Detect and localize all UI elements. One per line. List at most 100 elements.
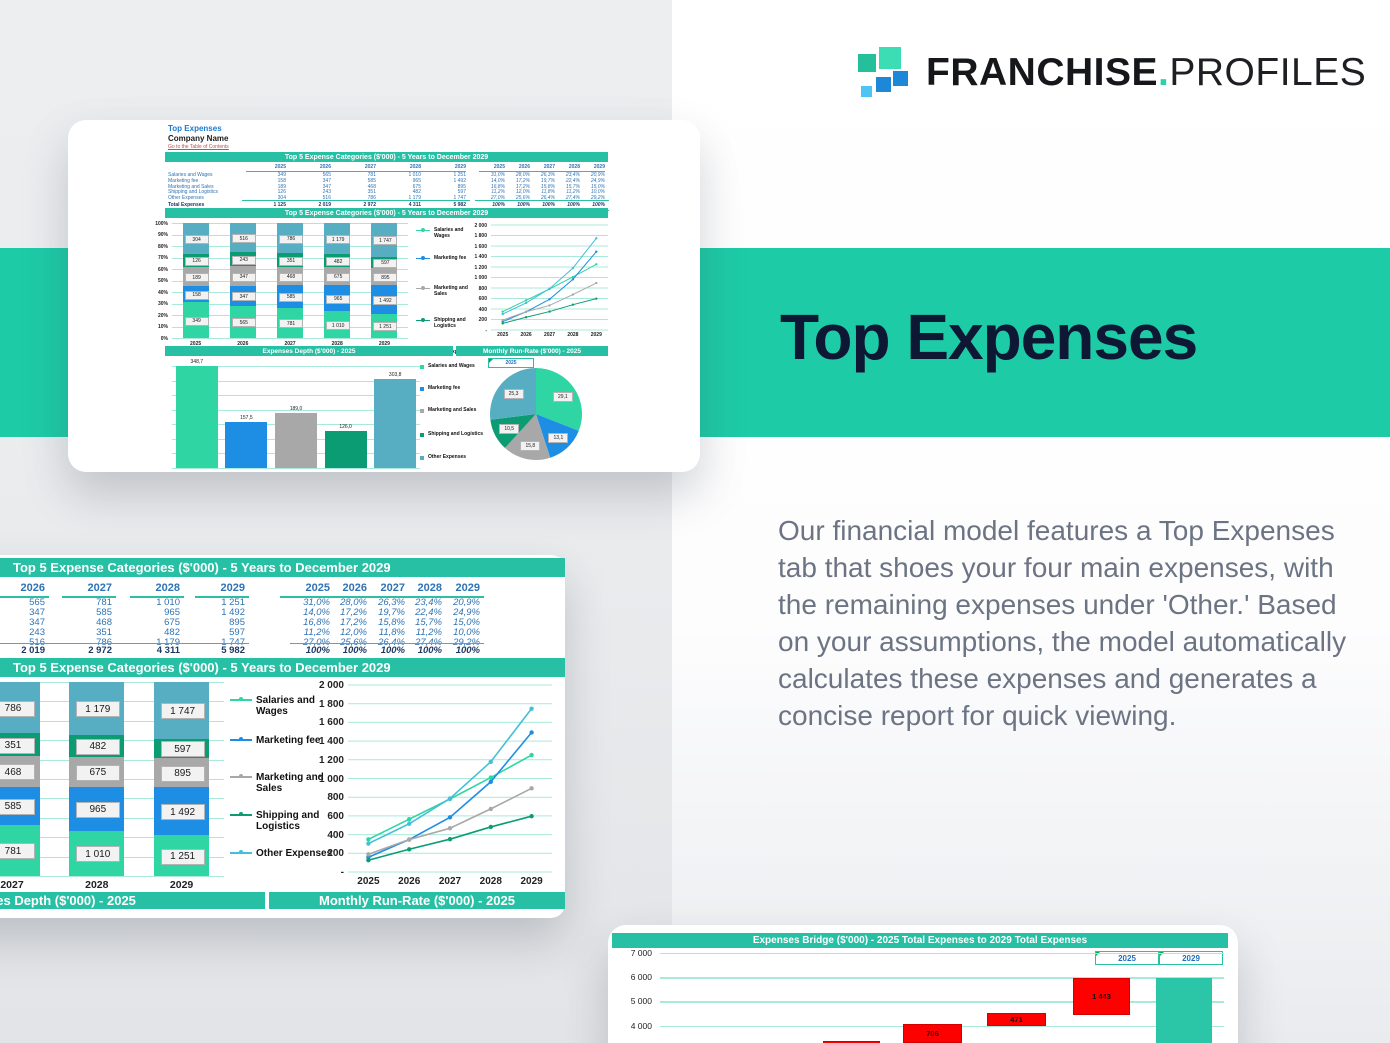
year-header: 2029 (220, 582, 245, 594)
legend-marker-icon (230, 695, 252, 705)
total-value: 4 311 (408, 201, 421, 208)
year-header: 2025 (493, 164, 505, 170)
x-axis-label: 2029 (378, 341, 390, 347)
total-rule-top (242, 199, 470, 201)
y-axis-label: 1 800 (318, 698, 344, 710)
cell-value: 1 179 (122, 637, 180, 648)
chart-legend-zoom: Salaries and Wages Marketing fee Marketing… (230, 682, 335, 882)
y-axis-label: 1 600 (474, 243, 487, 250)
cell-percent: 10,0% (590, 189, 605, 196)
cell-percent: 15,0% (590, 183, 605, 190)
segment-label: 1 747 (160, 703, 205, 720)
legend-marker-icon (416, 227, 430, 233)
pie-label: 25,3 (503, 389, 524, 400)
legend-item: Marketing and Sales (416, 285, 478, 297)
cell-percent: 26,3% (540, 172, 555, 178)
cell-percent: 24,9% (590, 177, 605, 184)
cell-percent: 23,4% (565, 172, 580, 178)
year-header: 2026 (20, 582, 45, 594)
legend-item: Shipping and Logistics (416, 317, 478, 329)
cell-value: 781 (96, 597, 112, 608)
brand-dot: . (1158, 51, 1170, 94)
segment-label: 585 (279, 292, 303, 302)
legend-item: Marketing and Sales (230, 772, 335, 794)
segment-label: 1 492 (160, 804, 205, 821)
legend-label: Other Expenses (256, 848, 333, 859)
cell-percent: 27,4% (565, 195, 580, 202)
cell-value: 1 747 (187, 637, 245, 648)
segment-label: 347 (231, 272, 256, 282)
total-percent: 100% (417, 645, 442, 656)
cell-percent: 29,2% (444, 637, 480, 648)
cell-value: 965 (412, 177, 421, 184)
cell-percent: 24,9% (453, 607, 480, 618)
cell-value: 347 (29, 617, 45, 628)
y-axis-label: 100% (155, 220, 168, 227)
segment-label: 965 (326, 294, 351, 304)
total-value: 2 019 (21, 645, 45, 656)
y-axis-label: 200 (327, 848, 344, 860)
cell-value: 126 (277, 189, 286, 196)
legend-item: Salaries and Wages (416, 227, 478, 239)
section-header-runrate-zoom: Monthly Run-Rate ($'000) - 2025 (269, 892, 565, 909)
year-slicer[interactable]: 2025 (488, 358, 534, 368)
year-underline (355, 596, 409, 598)
bar-label: 348,7 (190, 359, 204, 366)
gridline (172, 409, 420, 411)
cell-percent: 22,4% (415, 607, 442, 618)
slicer-flag-icon (489, 359, 493, 363)
segment-label: 351 (0, 737, 35, 754)
company-name: Company Name (168, 134, 229, 143)
cell-percent: 28,0% (340, 597, 367, 608)
toc-link[interactable]: Go to the Table of Contents (168, 144, 229, 150)
year-underline (430, 596, 484, 598)
legend-marker-icon (230, 810, 252, 820)
segment-label: 895 (160, 765, 205, 782)
zoomed-table-card: Top 5 Expense Categories ($'000) - 5 Yea… (0, 555, 565, 918)
cell-percent: 25,6% (331, 637, 367, 648)
cell-percent: 20,9% (590, 172, 605, 178)
cell-percent: 17,2% (515, 183, 530, 190)
cell-value: 675 (412, 183, 421, 190)
cell-value: 675 (164, 617, 180, 628)
cell-value: 585 (367, 177, 376, 184)
legend-dot (239, 774, 244, 779)
y-axis-label: 1 000 (474, 275, 487, 281)
year-slicer-2025[interactable]: 2025 (1095, 951, 1159, 965)
bridge-chart-card: Expenses Bridge ($'000) - 2025 Total Exp… (608, 925, 1238, 1043)
legend-label: Shipping and Logistics (428, 431, 483, 437)
total-percent: 100% (592, 201, 605, 208)
bar (175, 366, 218, 468)
x-axis-label: 2027 (543, 332, 556, 338)
legend-dot (239, 737, 244, 742)
bar-label: 126,0 (339, 424, 352, 431)
year-slicer-2029[interactable]: 2029 (1159, 951, 1223, 965)
x-axis-label: 2028 (479, 876, 502, 887)
x-axis-label: 2029 (520, 876, 543, 887)
total-value: 5 982 (453, 201, 466, 208)
segment-label: 1 251 (160, 848, 205, 865)
legend-item: Shipping and Logistics (420, 431, 486, 438)
y-axis-label: 1 800 (474, 233, 487, 239)
legend-label: Shipping and Logistics (434, 317, 466, 329)
year-header: 2029 (593, 164, 605, 170)
row-label: Shipping and Logistics (168, 189, 219, 196)
x-axis-label: 2028 (567, 332, 579, 338)
legend-marker-icon (416, 317, 430, 323)
cell-value: 597 (457, 189, 466, 196)
segment-label: 781 (279, 319, 303, 329)
y-axis-label: - (340, 867, 344, 878)
cell-value: 351 (96, 627, 112, 638)
cell-value: 1 010 (408, 172, 421, 178)
cell-percent: 26,4% (369, 637, 405, 648)
brand-name: FRANCHISE.PROFILES (926, 51, 1366, 95)
brand-logo: FRANCHISE.PROFILES (852, 40, 1366, 106)
cell-value: 1 492 (221, 607, 245, 618)
total-value: 2 972 (88, 645, 112, 656)
gridline (172, 366, 420, 367)
cell-percent: 15,8% (540, 183, 555, 190)
y-axis-label: 10% (157, 324, 168, 330)
segment-label: 304 (184, 235, 209, 245)
y-axis-label: 0% (160, 335, 168, 342)
